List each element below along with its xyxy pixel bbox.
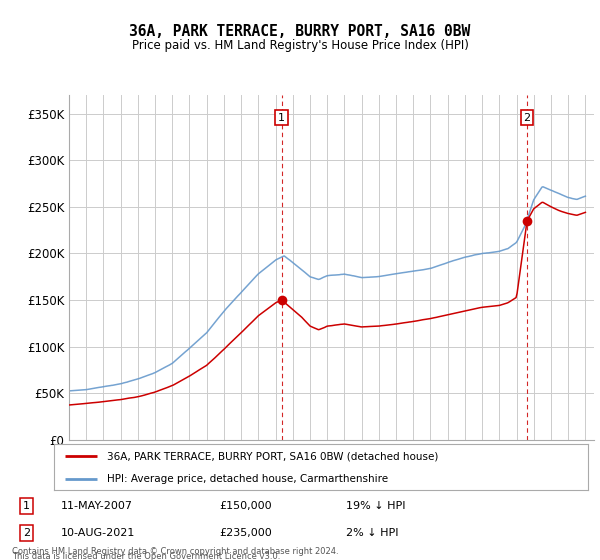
Text: 2% ↓ HPI: 2% ↓ HPI bbox=[346, 528, 398, 538]
Text: 1: 1 bbox=[278, 113, 285, 123]
Text: HPI: Average price, detached house, Carmarthenshire: HPI: Average price, detached house, Carm… bbox=[107, 474, 389, 484]
Text: This data is licensed under the Open Government Licence v3.0.: This data is licensed under the Open Gov… bbox=[12, 552, 280, 560]
Text: £235,000: £235,000 bbox=[220, 528, 272, 538]
Text: 2: 2 bbox=[23, 528, 30, 538]
Text: 2: 2 bbox=[523, 113, 530, 123]
Text: 11-MAY-2007: 11-MAY-2007 bbox=[61, 501, 133, 511]
Text: Contains HM Land Registry data © Crown copyright and database right 2024.: Contains HM Land Registry data © Crown c… bbox=[12, 547, 338, 556]
Text: 36A, PARK TERRACE, BURRY PORT, SA16 0BW: 36A, PARK TERRACE, BURRY PORT, SA16 0BW bbox=[130, 24, 470, 39]
Text: 19% ↓ HPI: 19% ↓ HPI bbox=[346, 501, 406, 511]
Text: 1: 1 bbox=[23, 501, 30, 511]
Text: 36A, PARK TERRACE, BURRY PORT, SA16 0BW (detached house): 36A, PARK TERRACE, BURRY PORT, SA16 0BW … bbox=[107, 451, 439, 461]
Text: £150,000: £150,000 bbox=[220, 501, 272, 511]
Text: Price paid vs. HM Land Registry's House Price Index (HPI): Price paid vs. HM Land Registry's House … bbox=[131, 39, 469, 52]
Text: 10-AUG-2021: 10-AUG-2021 bbox=[61, 528, 136, 538]
